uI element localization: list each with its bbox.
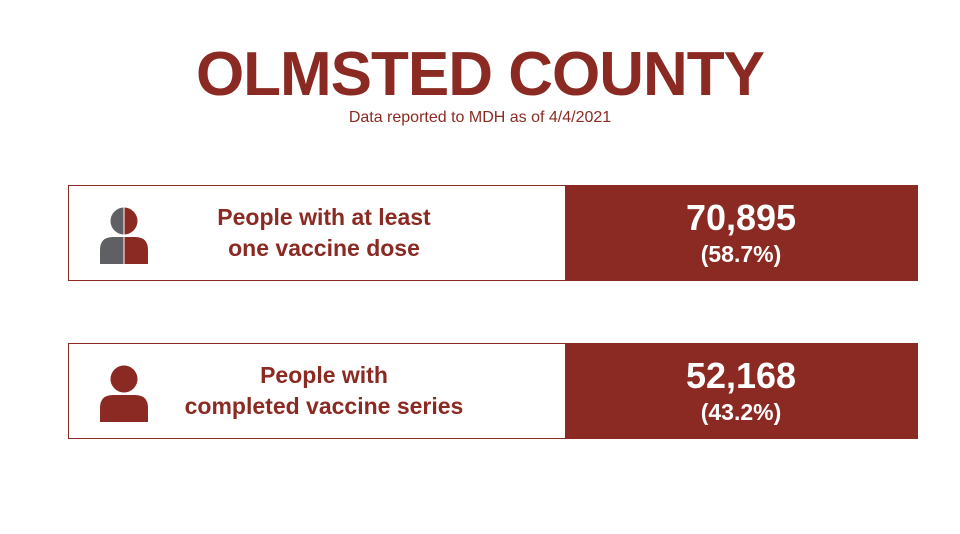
stat-percent: (58.7%) — [700, 241, 782, 267]
stat-label: People with at least one vaccine dose — [179, 202, 469, 264]
stat-label-line1: People with at least — [217, 204, 431, 230]
stat-value-panel: 52,168 (43.2%) — [565, 344, 917, 438]
stat-value: 70,895 — [685, 197, 797, 238]
stat-label-panel: People with at least one vaccine dose — [69, 186, 565, 280]
stat-card-at-least-one-dose: People with at least one vaccine dose 70… — [68, 185, 918, 281]
stat-percent: (43.2%) — [700, 399, 782, 425]
half-filled-person-icon — [97, 206, 151, 264]
page-subtitle: Data reported to MDH as of 4/4/2021 — [348, 109, 612, 126]
stat-label-panel: People with completed vaccine series — [69, 344, 565, 438]
stat-value-panel: 70,895 (58.7%) — [565, 186, 917, 280]
stat-label-line1: People with — [260, 362, 388, 388]
stat-value: 52,168 — [685, 355, 797, 396]
stat-label-line2: completed vaccine series — [184, 393, 464, 419]
filled-person-icon — [97, 364, 151, 422]
stat-card-completed-series: People with completed vaccine series 52,… — [68, 343, 918, 439]
stat-label: People with completed vaccine series — [179, 360, 469, 422]
page-title: OLMSTED COUNTY — [195, 40, 765, 109]
stat-label-line2: one vaccine dose — [228, 235, 420, 261]
